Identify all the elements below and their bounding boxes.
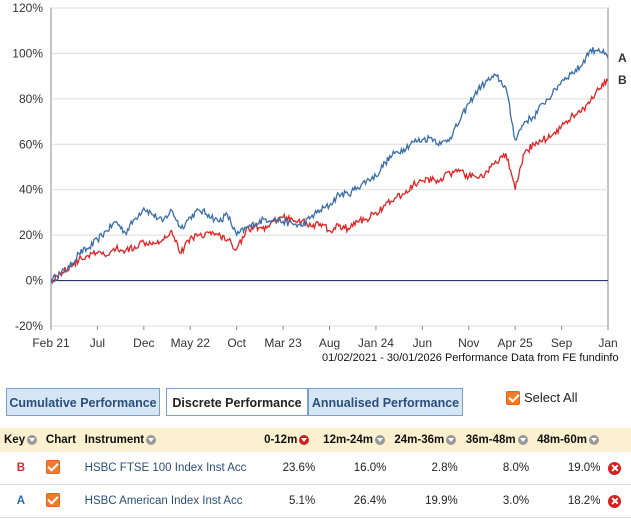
sort-12m-24m-icon[interactable] <box>375 434 386 445</box>
x-axis-ticks: Feb 21 Jul Dec May 22 Oct Mar 23 Aug Jan 24 Jun N… <box>32 326 618 350</box>
row-instrument-link[interactable]: HSBC American Index Inst Acc <box>80 484 261 518</box>
remove-icon[interactable] <box>608 494 622 508</box>
sort-key-icon[interactable] <box>27 434 38 445</box>
x-tick-label: Jul <box>90 336 105 350</box>
x-tick-label: Feb 21 <box>32 336 70 350</box>
x-tick-label: Oct <box>227 336 246 350</box>
tab-cumulative-performance[interactable]: Cumulative Performance <box>6 388 160 416</box>
row-24m-36m: 2.8% <box>390 452 462 485</box>
row-instrument-link[interactable]: HSBC FTSE 100 Index Inst Acc <box>80 452 261 485</box>
chart-checkbox[interactable] <box>45 492 60 507</box>
y-axis-ticks: -20% 0% 20% 40% 60% 80% 100% 120% <box>12 1 43 333</box>
chart-caption: 01/02/2021 - 30/01/2026 Performance Data… <box>322 352 619 364</box>
row-36m-48m: 8.0% <box>461 452 534 485</box>
sort-24m-36m-icon[interactable] <box>446 434 457 445</box>
series-end-label-b: B <box>618 73 627 87</box>
series-line-b <box>50 77 609 283</box>
row-24m-36m: 19.9% <box>390 484 462 518</box>
table-row: A HSBC American Index Inst Acc 5.1% 26.4… <box>0 484 631 518</box>
table-row: B HSBC FTSE 100 Index Inst Acc 23.6% 16.… <box>0 452 631 485</box>
header-24m-36m[interactable]: 24m-36m <box>390 428 462 452</box>
chart-checkbox[interactable] <box>45 459 60 474</box>
row-chart-toggle[interactable] <box>41 452 81 485</box>
y-tick-label: 80% <box>19 92 43 106</box>
sort-instrument-icon[interactable] <box>146 434 157 445</box>
header-key[interactable]: Key <box>0 428 42 452</box>
row-chart-toggle[interactable] <box>41 484 81 518</box>
y-tick-label: 100% <box>12 46 43 60</box>
series-line-a <box>50 47 609 285</box>
row-key: B <box>0 452 42 485</box>
y-tick-label: 0% <box>26 274 44 288</box>
remove-icon[interactable] <box>608 461 622 475</box>
row-12m-24m: 26.4% <box>319 484 391 518</box>
x-tick-label: Nov <box>458 336 479 350</box>
x-tick-label: Jan <box>598 336 617 350</box>
sort-36m-48m-icon[interactable] <box>517 434 528 445</box>
row-36m-48m: 3.0% <box>461 484 534 518</box>
table-header-row: Key Chart Instrument 0-12m 12m-24m 24m-3… <box>0 428 631 452</box>
header-12m-24m[interactable]: 12m-24m <box>319 428 391 452</box>
select-all-control[interactable]: Select All <box>506 390 577 405</box>
y-tick-label: 20% <box>19 228 43 242</box>
discrete-performance-table: Key Chart Instrument 0-12m 12m-24m 24m-3… <box>0 428 631 518</box>
y-tick-label: -20% <box>15 319 43 333</box>
row-12m-24m: 16.0% <box>319 452 391 485</box>
y-tick-label: 40% <box>19 183 43 197</box>
performance-chart: Feb 21 Jul Dec May 22 Oct Mar 23 Aug Jan 24 Jun N… <box>12 1 627 350</box>
x-tick-label: Jan 24 <box>358 336 394 350</box>
tab-discrete-performance[interactable]: Discrete Performance <box>166 388 308 416</box>
header-chart[interactable]: Chart <box>41 428 81 452</box>
row-0-12m: 23.6% <box>260 452 320 485</box>
y-tick-label: 120% <box>12 1 43 15</box>
tab-annualised-performance[interactable]: Annualised Performance <box>308 388 463 416</box>
x-tick-label: Jun <box>413 336 432 350</box>
row-key: A <box>0 484 42 518</box>
y-tick-label: 60% <box>19 137 43 151</box>
row-0-12m: 5.1% <box>260 484 320 518</box>
header-36m-48m[interactable]: 36m-48m <box>461 428 534 452</box>
select-all-label: Select All <box>524 390 578 405</box>
header-remove <box>604 428 631 452</box>
row-remove[interactable] <box>604 452 631 485</box>
plot-area <box>50 7 609 327</box>
series-end-label-a: A <box>618 51 627 65</box>
x-tick-label: Aug <box>319 336 340 350</box>
row-remove[interactable] <box>604 484 631 518</box>
select-all-checkbox[interactable] <box>506 390 520 405</box>
x-tick-label: May 22 <box>171 336 211 350</box>
header-instrument[interactable]: Instrument <box>80 428 261 452</box>
x-tick-label: Apr 25 <box>497 336 533 350</box>
row-48m-60m: 19.0% <box>533 452 605 485</box>
x-tick-label: Mar 23 <box>264 336 302 350</box>
header-0-12m[interactable]: 0-12m <box>260 428 320 452</box>
x-tick-label: Dec <box>133 336 154 350</box>
x-tick-label: Sep <box>551 336 573 350</box>
sort-0-12m-icon[interactable] <box>299 434 310 445</box>
row-48m-60m: 18.2% <box>533 484 605 518</box>
header-48m-60m[interactable]: 48m-60m <box>533 428 605 452</box>
sort-48m-60m-icon[interactable] <box>588 434 599 445</box>
